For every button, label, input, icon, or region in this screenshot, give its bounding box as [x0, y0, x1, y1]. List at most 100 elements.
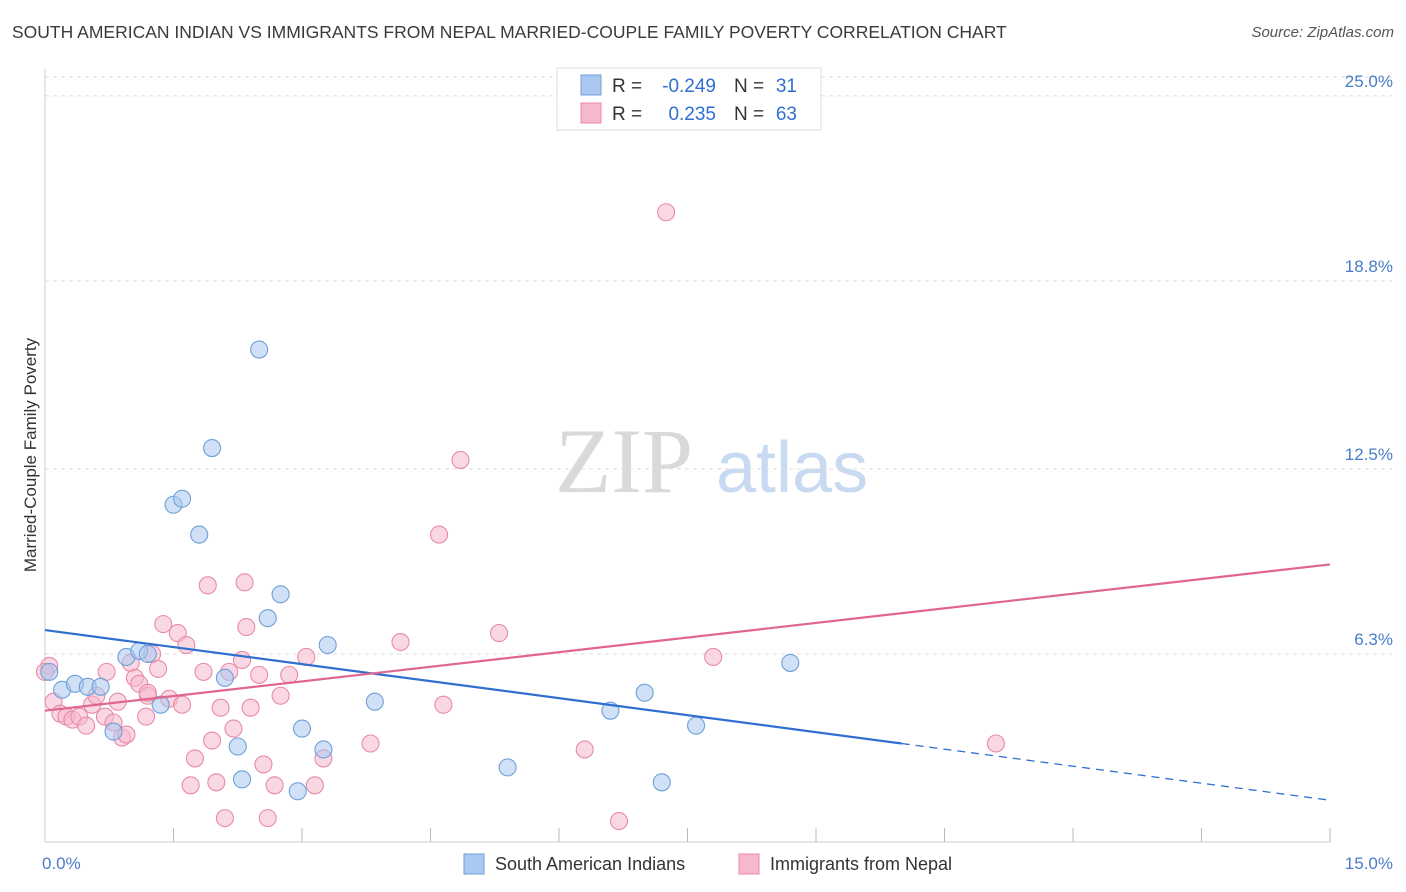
legend-r-value-1: -0.249	[662, 76, 716, 97]
point-south-american-indians	[104, 722, 123, 741]
point-immigrants-from-nepal	[657, 203, 676, 222]
y-tick-label: 12.5%	[1345, 445, 1393, 464]
chart-source: Source: ZipAtlas.com	[1251, 24, 1394, 41]
point-immigrants-from-nepal	[203, 731, 222, 750]
y-tick-label: 25.0%	[1345, 72, 1393, 91]
point-south-american-indians	[314, 740, 333, 759]
point-immigrants-from-nepal	[194, 662, 213, 681]
legend-n-value-1: 31	[776, 76, 797, 97]
legend-n-value-2: 63	[776, 104, 797, 125]
point-south-american-indians	[258, 609, 277, 628]
point-immigrants-from-nepal	[173, 695, 192, 714]
point-immigrants-from-nepal	[361, 734, 380, 753]
point-immigrants-from-nepal	[704, 647, 723, 667]
point-south-american-indians	[250, 340, 269, 359]
point-south-american-indians	[498, 758, 517, 777]
series-immigrants-from-nepal	[35, 203, 1005, 831]
point-immigrants-from-nepal	[235, 573, 254, 592]
point-south-american-indians	[635, 683, 654, 702]
point-immigrants-from-nepal	[430, 525, 449, 544]
point-south-american-indians	[365, 692, 384, 711]
point-south-american-indians	[40, 662, 59, 681]
point-immigrants-from-nepal	[215, 809, 234, 828]
point-immigrants-from-nepal	[232, 650, 252, 669]
point-immigrants-from-nepal	[224, 719, 243, 738]
point-south-american-indians	[781, 653, 800, 672]
point-immigrants-from-nepal	[254, 755, 273, 774]
legend-n-label-1: N =	[734, 76, 764, 97]
point-south-american-indians	[687, 716, 706, 735]
y-tick-label: 18.8%	[1345, 257, 1393, 276]
y-tick-labels: 6.3% 12.5% 18.8% 25.0%	[1345, 72, 1393, 649]
trend-line-south-american-indians	[44, 629, 902, 745]
legend-r-value-2: 0.235	[668, 104, 716, 125]
trend-line-immigrants-from-nepal	[44, 563, 1331, 712]
bottom-legend-label-blue: South American Indians	[495, 854, 685, 874]
point-immigrants-from-nepal	[391, 632, 410, 652]
x-tick-label-right: 15.0%	[1345, 854, 1393, 873]
point-immigrants-from-nepal	[211, 698, 230, 717]
x-ticks	[173, 828, 1331, 842]
point-immigrants-from-nepal	[258, 809, 277, 828]
legend-r-label-2: R =	[612, 104, 642, 125]
point-immigrants-from-nepal	[137, 707, 156, 726]
point-south-american-indians	[652, 773, 671, 792]
point-south-american-indians	[292, 719, 312, 738]
gridlines	[45, 76, 1392, 655]
point-south-american-indians	[228, 737, 247, 756]
trend-line-south-american-indians-extrapolated	[901, 742, 1331, 801]
point-immigrants-from-nepal	[250, 665, 269, 684]
point-immigrants-from-nepal	[489, 624, 509, 643]
correlation-legend: R = -0.249 N = 31 R = 0.235 N = 63	[556, 67, 822, 131]
point-immigrants-from-nepal	[986, 734, 1005, 753]
point-south-american-indians	[91, 677, 110, 696]
legend-swatch-blue	[580, 74, 602, 96]
point-south-american-indians	[318, 635, 337, 655]
point-immigrants-from-nepal	[237, 618, 256, 637]
point-south-american-indians	[151, 695, 170, 714]
bottom-legend-swatch-pink	[738, 853, 760, 875]
chart-title: SOUTH AMERICAN INDIAN VS IMMIGRANTS FROM…	[12, 22, 1007, 42]
watermark-zip: ZIP	[555, 410, 693, 512]
point-immigrants-from-nepal	[451, 450, 470, 470]
point-immigrants-from-nepal	[149, 659, 168, 678]
point-south-american-indians	[288, 782, 307, 801]
series-south-american-indians	[40, 340, 800, 801]
watermark-atlas: atlas	[716, 428, 868, 508]
point-south-american-indians	[271, 585, 290, 604]
point-immigrants-from-nepal	[280, 665, 299, 684]
point-south-american-indians	[190, 525, 209, 544]
bottom-legend-label-pink: Immigrants from Nepal	[770, 854, 952, 874]
point-immigrants-from-nepal	[77, 716, 96, 735]
point-immigrants-from-nepal	[609, 812, 629, 831]
point-immigrants-from-nepal	[177, 635, 196, 655]
trend-lines	[44, 563, 1331, 801]
point-south-american-indians	[173, 489, 192, 508]
point-immigrants-from-nepal	[207, 773, 226, 792]
watermark: ZIP atlas	[555, 410, 868, 512]
point-south-american-indians	[215, 668, 234, 687]
point-immigrants-from-nepal	[305, 776, 324, 795]
point-immigrants-from-nepal	[138, 683, 157, 702]
point-immigrants-from-nepal	[198, 576, 217, 595]
point-immigrants-from-nepal	[271, 686, 290, 705]
point-immigrants-from-nepal	[265, 776, 284, 795]
point-immigrants-from-nepal	[575, 740, 594, 759]
point-south-american-indians	[232, 770, 252, 789]
point-south-american-indians	[203, 438, 222, 458]
point-immigrants-from-nepal	[185, 749, 204, 768]
y-axis-title: Married-Couple Family Poverty	[21, 337, 40, 572]
x-tick-label-left: 0.0%	[42, 854, 81, 873]
point-immigrants-from-nepal	[241, 698, 260, 717]
point-immigrants-from-nepal	[181, 776, 200, 795]
bottom-legend-swatch-blue	[463, 853, 485, 875]
series-legend: South American Indians Immigrants from N…	[463, 853, 952, 875]
y-tick-label: 6.3%	[1354, 630, 1393, 649]
legend-r-label-1: R =	[612, 76, 642, 97]
legend-swatch-pink	[580, 102, 602, 124]
legend-n-label-2: N =	[734, 104, 764, 125]
point-south-american-indians	[138, 644, 157, 664]
point-immigrants-from-nepal	[434, 695, 453, 714]
